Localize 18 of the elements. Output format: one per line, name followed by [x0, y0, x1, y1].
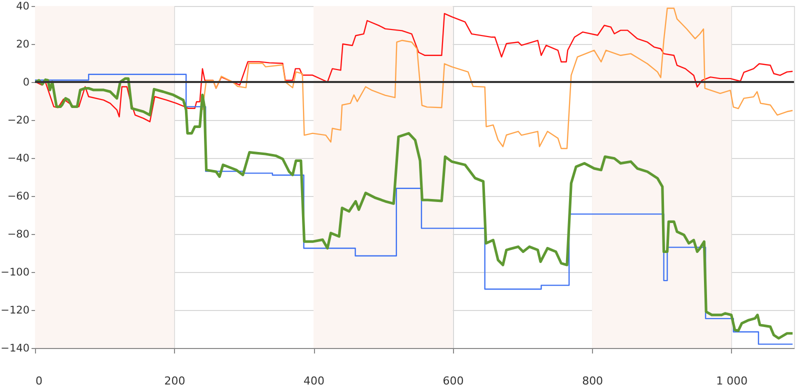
y-tick-label: −60 — [7, 190, 30, 202]
y-tick-label: −140 — [0, 342, 30, 354]
y-tick-label: −100 — [0, 266, 30, 278]
x-tick-label: 600 — [442, 374, 464, 388]
line-series — [202, 8, 794, 150]
y-tick-label: −40 — [7, 152, 30, 164]
y-tick-label: 20 — [16, 38, 30, 50]
x-tick-label: 1 000 — [716, 374, 748, 388]
y-tick-label: −20 — [7, 114, 30, 126]
x-tick-label: 200 — [164, 374, 186, 388]
x-tick-label: 0 — [36, 374, 42, 388]
y-tick-label: −80 — [7, 228, 30, 240]
x-tick-label: 800 — [582, 374, 604, 388]
y-tick-label: 40 — [16, 0, 30, 12]
y-tick-label: 0 — [22, 76, 30, 88]
x-tick-label: 400 — [304, 374, 325, 388]
line-series — [35, 13, 794, 122]
y-tick-label: −120 — [0, 304, 30, 316]
